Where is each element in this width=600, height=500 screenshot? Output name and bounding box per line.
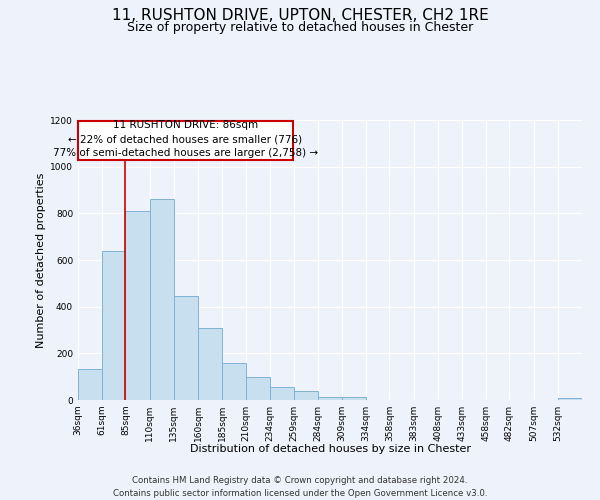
- Bar: [78, 368, 102, 400]
- Bar: [342, 396, 366, 400]
- Bar: [174, 296, 198, 400]
- Bar: [294, 390, 318, 400]
- Y-axis label: Number of detached properties: Number of detached properties: [36, 172, 46, 348]
- Bar: [125, 211, 149, 400]
- Text: 11, RUSHTON DRIVE, UPTON, CHESTER, CH2 1RE: 11, RUSHTON DRIVE, UPTON, CHESTER, CH2 1…: [112, 8, 488, 22]
- Bar: [149, 200, 174, 400]
- Bar: [318, 396, 342, 400]
- X-axis label: Distribution of detached houses by size in Chester: Distribution of detached houses by size …: [190, 444, 470, 454]
- Bar: [102, 250, 125, 400]
- Text: Size of property relative to detached houses in Chester: Size of property relative to detached ho…: [127, 21, 473, 34]
- Bar: [558, 398, 582, 400]
- Text: Contains public sector information licensed under the Open Government Licence v3: Contains public sector information licen…: [113, 489, 487, 498]
- Bar: [247, 376, 269, 400]
- Bar: [269, 387, 294, 400]
- Bar: [198, 328, 222, 400]
- Text: Contains HM Land Registry data © Crown copyright and database right 2024.: Contains HM Land Registry data © Crown c…: [132, 476, 468, 485]
- FancyBboxPatch shape: [78, 121, 293, 160]
- Text: 11 RUSHTON DRIVE: 86sqm
← 22% of detached houses are smaller (776)
77% of semi-d: 11 RUSHTON DRIVE: 86sqm ← 22% of detache…: [53, 120, 318, 158]
- Bar: [222, 362, 247, 400]
